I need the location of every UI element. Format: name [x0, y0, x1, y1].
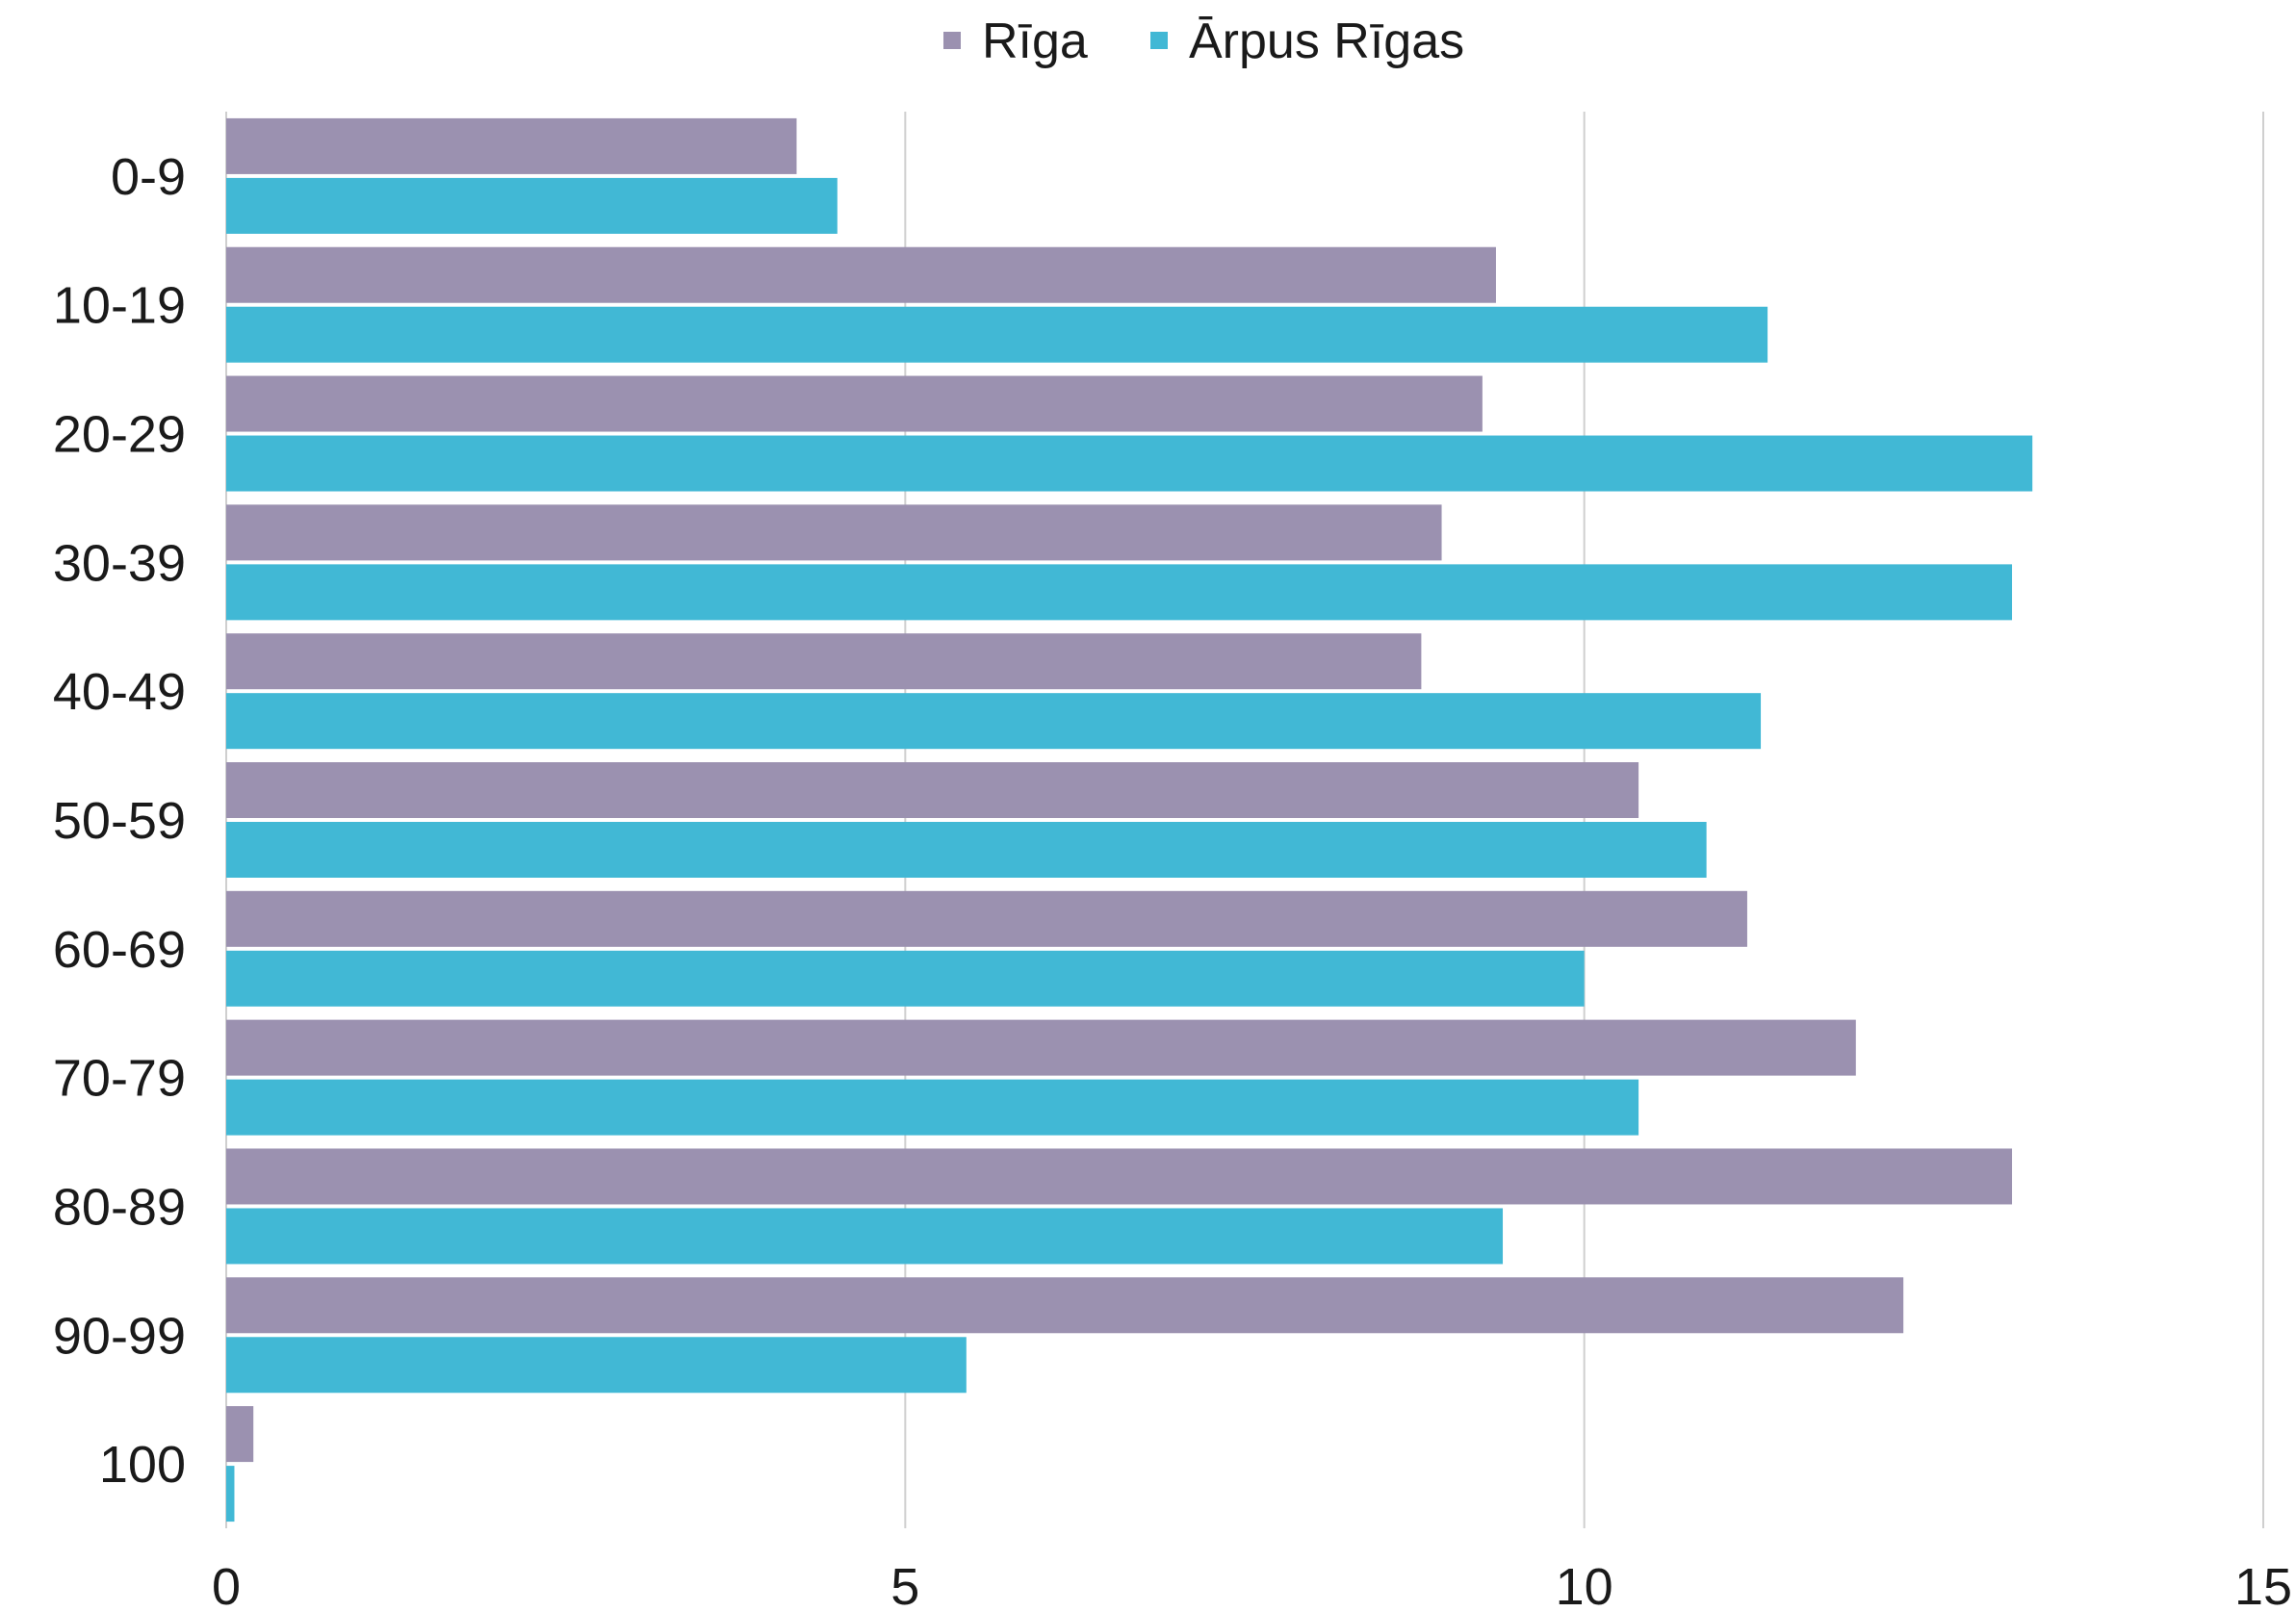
bar-series-0-0-9 — [226, 117, 797, 174]
category-label: 30-39 — [53, 534, 186, 592]
bar-series-0-50-59 — [226, 762, 1639, 818]
category-label: 70-79 — [53, 1050, 186, 1108]
category-label: 10-19 — [53, 277, 186, 335]
x-tick-label: 5 — [890, 1558, 919, 1607]
bar-series-0-80-89 — [226, 1148, 2013, 1205]
bar-series-0-10-19 — [226, 246, 1496, 303]
category-label: 50-59 — [53, 792, 186, 850]
bar-series-1-30-39 — [226, 564, 2013, 621]
bar-series-0-30-39 — [226, 504, 1442, 561]
x-tick-label: 15 — [2234, 1558, 2292, 1607]
bar-series-1-40-49 — [226, 693, 1762, 750]
x-tick-label: 10 — [1556, 1558, 1613, 1607]
bar-series-1-100 — [226, 1466, 235, 1522]
bar-series-1-50-59 — [226, 822, 1707, 878]
bar-series-0-20-29 — [226, 375, 1483, 432]
bar-series-1-90-99 — [226, 1337, 967, 1394]
bar-series-0-90-99 — [226, 1277, 1904, 1334]
legend-label: Ārpus Rīgas — [1189, 13, 1464, 69]
bar-series-1-70-79 — [226, 1079, 1639, 1136]
category-label: 40-49 — [53, 663, 186, 721]
x-tick-label: 0 — [212, 1558, 241, 1607]
bar-series-1-0-9 — [226, 177, 838, 234]
category-label: 90-99 — [53, 1307, 186, 1365]
bars — [226, 117, 2033, 1522]
category-label: 100 — [99, 1436, 186, 1494]
bar-series-1-20-29 — [226, 435, 2033, 492]
bar-series-0-70-79 — [226, 1019, 1856, 1076]
bar-series-0-100 — [226, 1406, 254, 1463]
category-labels: 0-9 10-19 20-29 30-39 40-49 50-59 60-69 70-79 80… — [53, 148, 186, 1494]
bar-series-1-10-19 — [226, 306, 1768, 363]
bar-series-1-60-69 — [226, 950, 1585, 1007]
legend-swatch — [1150, 32, 1168, 49]
category-label: 80-89 — [53, 1178, 186, 1236]
legend-swatch — [943, 32, 961, 49]
bar-series-0-60-69 — [226, 890, 1747, 947]
category-label: 60-69 — [53, 921, 186, 979]
category-label: 0-9 — [111, 148, 186, 206]
category-label: 20-29 — [53, 406, 186, 464]
legend-label: Rīga — [982, 13, 1088, 69]
x-tick-labels: 0 5 10 15 — [212, 1558, 2292, 1612]
legend: Rīga Ārpus Rīgas — [943, 13, 1464, 69]
bar-series-0-40-49 — [226, 633, 1422, 690]
bar-series-1-80-89 — [226, 1208, 1504, 1265]
